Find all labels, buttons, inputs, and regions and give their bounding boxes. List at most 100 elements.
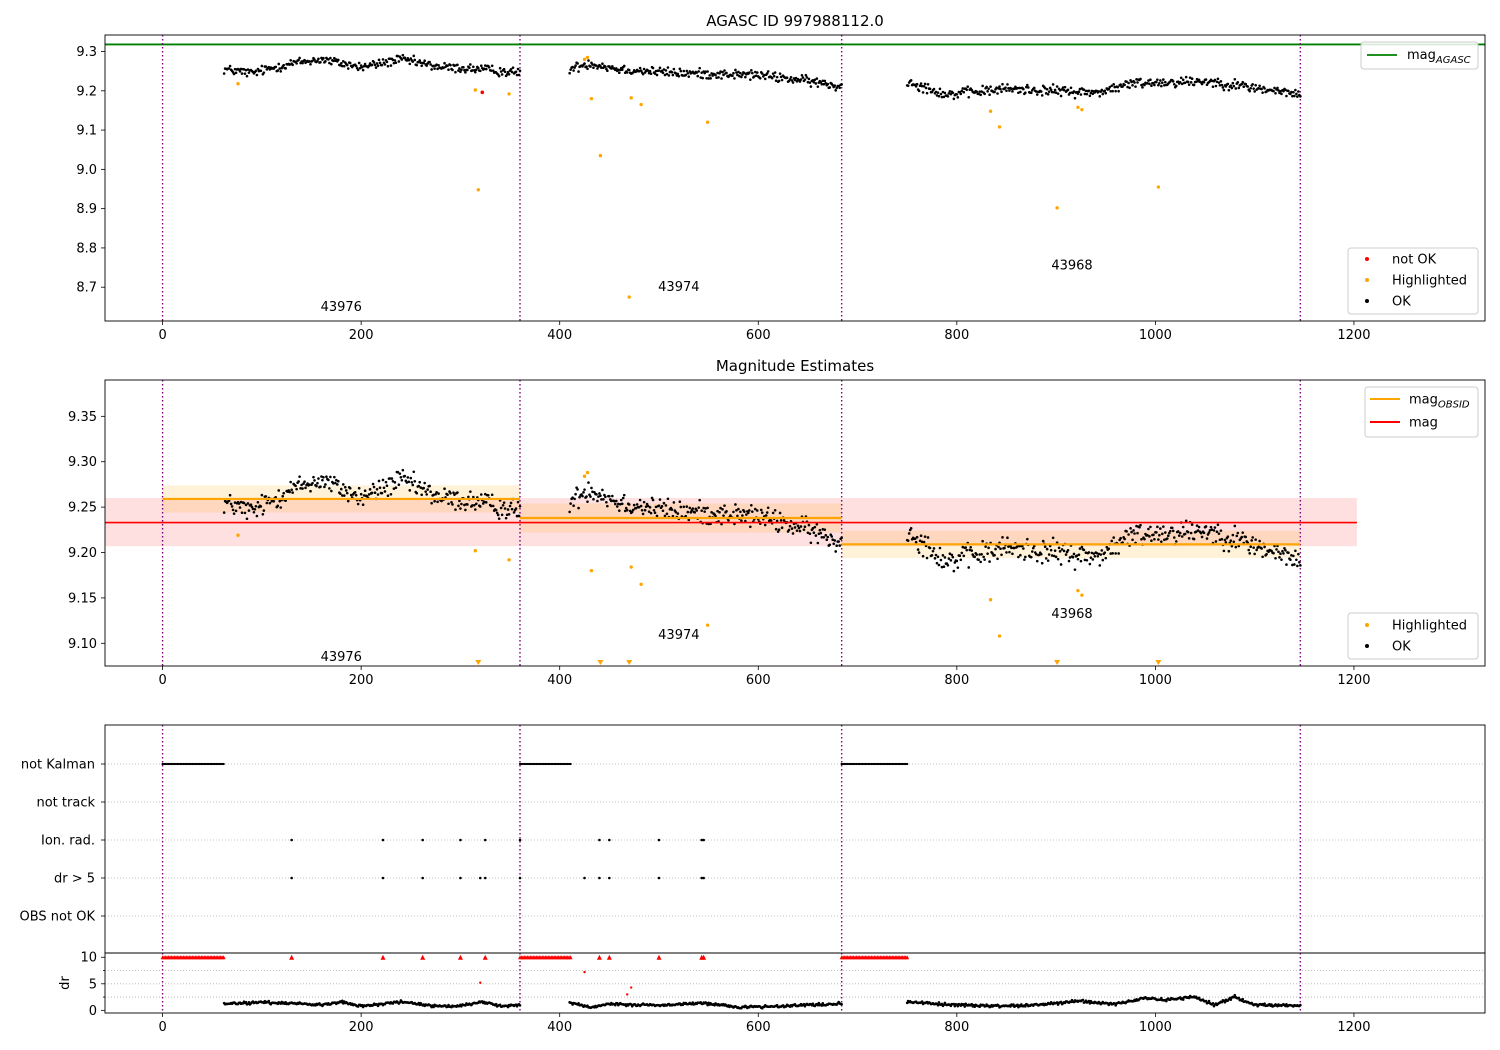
- ok-point: [1204, 999, 1208, 1003]
- highlighted-point: [1080, 593, 1084, 597]
- ok-point: [234, 71, 238, 75]
- ok-point: [914, 540, 918, 544]
- ok-point: [491, 504, 495, 508]
- ok-point: [1101, 558, 1105, 562]
- ok-point: [967, 95, 971, 99]
- ok-point: [1047, 90, 1051, 93]
- ok-point: [393, 481, 397, 484]
- ok-point: [1001, 536, 1004, 539]
- ok-point: [400, 478, 404, 482]
- ok-point: [372, 61, 376, 64]
- ok-point: [1283, 546, 1286, 550]
- ok-point: [303, 58, 306, 62]
- ok-point: [699, 76, 702, 79]
- ok-point: [766, 506, 770, 510]
- ok-point: [1255, 548, 1258, 552]
- flag-point: [906, 762, 909, 766]
- agasc-panel: AGASC ID 997988112.0 43976 43974 43968 0 200 4…: [76, 12, 1486, 343]
- ok-point: [367, 493, 371, 496]
- ok-point: [998, 85, 1001, 88]
- ok-point: [1084, 551, 1088, 555]
- ok-point: [717, 76, 720, 79]
- ok-point: [418, 480, 422, 484]
- ok-point: [1163, 538, 1166, 542]
- ok-point: [255, 73, 259, 77]
- y-tick-label: 9.2: [76, 84, 97, 99]
- ok-point: [298, 56, 301, 60]
- ok-point: [1281, 549, 1284, 553]
- ok-point: [1284, 88, 1287, 92]
- ok-point: [1030, 550, 1034, 553]
- x-tick-label: 0: [158, 328, 166, 343]
- ok-point: [1299, 564, 1302, 567]
- ok-point: [959, 558, 963, 562]
- ok-point: [403, 56, 407, 59]
- ok-point: [1097, 552, 1101, 556]
- ok-point: [407, 58, 411, 62]
- ok-point: [1138, 525, 1141, 529]
- flag-point: [700, 838, 703, 842]
- ok-point: [828, 543, 832, 547]
- ok-point: [997, 545, 1000, 549]
- ok-point: [614, 1003, 617, 1007]
- ok-point: [1263, 545, 1266, 549]
- ok-point: [458, 67, 461, 70]
- ok-point: [251, 507, 255, 511]
- ok-point: [443, 61, 446, 65]
- ok-point: [430, 501, 433, 505]
- ok-point: [1179, 76, 1183, 80]
- ok-point: [653, 511, 657, 515]
- ok-point: [778, 511, 782, 515]
- ok-point: [1202, 80, 1206, 84]
- ok-point: [1058, 550, 1062, 553]
- ok-point: [1280, 558, 1283, 561]
- ok-point: [1261, 555, 1264, 559]
- ok-point: [1223, 1000, 1227, 1004]
- ok-point: [676, 512, 680, 515]
- ok-point: [506, 70, 510, 74]
- ok-point: [1080, 545, 1084, 549]
- ok-point: [354, 64, 358, 68]
- ok-point: [337, 479, 340, 483]
- ok-point: [617, 71, 621, 74]
- ok-point: [701, 76, 704, 80]
- ok-point: [734, 503, 737, 506]
- ok-point: [834, 550, 838, 553]
- ok-point: [265, 501, 269, 505]
- ok-point: [755, 509, 759, 512]
- ok-point: [710, 510, 713, 514]
- ok-point: [822, 82, 826, 86]
- ok-point: [1059, 1000, 1063, 1004]
- ok-point: [464, 508, 467, 512]
- ok-point: [1186, 530, 1190, 534]
- ok-point: [1254, 83, 1257, 87]
- ok-point: [996, 92, 999, 95]
- ok-point: [1040, 561, 1044, 565]
- ok-point: [1160, 84, 1163, 88]
- ok-point: [1016, 86, 1019, 90]
- ok-point: [641, 72, 645, 76]
- ok-point: [330, 62, 333, 66]
- ok-point: [509, 68, 513, 71]
- ok-point: [411, 483, 415, 487]
- ok-point: [617, 509, 621, 512]
- ok-point: [503, 70, 507, 74]
- highlighted-point: [598, 153, 603, 158]
- ok-point: [437, 63, 440, 67]
- ok-point: [777, 528, 781, 531]
- x-tick-label: 400: [547, 673, 572, 688]
- ok-point: [938, 87, 942, 91]
- ok-point: [1139, 523, 1142, 527]
- ok-point: [627, 503, 631, 506]
- ok-point: [1131, 83, 1134, 87]
- ok-point: [1231, 81, 1235, 85]
- ok-point: [1172, 536, 1176, 539]
- ok-point: [959, 92, 963, 96]
- ok-point: [1292, 90, 1295, 94]
- ok-point: [1234, 545, 1238, 549]
- ok-point: [779, 75, 783, 79]
- ok-point: [922, 84, 926, 88]
- ok-point: [1226, 535, 1230, 538]
- ok-point: [1143, 537, 1146, 541]
- ok-point: [723, 504, 726, 507]
